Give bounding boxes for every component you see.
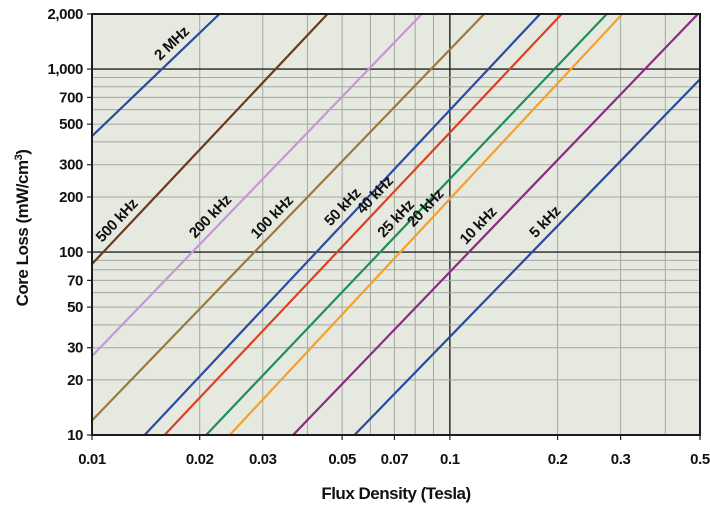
y-tick-label: 1,000 — [47, 61, 83, 78]
x-tick-label: 0.3 — [611, 451, 631, 468]
y-axis-title-text: Core Loss (mW/cm — [13, 160, 32, 306]
series-line-200-khz — [91, 13, 423, 357]
series-line-40-khz — [163, 13, 563, 436]
plot-frame — [91, 13, 701, 436]
x-tick-label: 0.1 — [440, 451, 460, 468]
y-tick-label: 2,000 — [47, 6, 83, 23]
y-tick-label: 20 — [67, 372, 83, 389]
y-tick-label: 50 — [67, 299, 83, 316]
series-line-100-khz — [91, 13, 485, 422]
x-tick-label: 0.2 — [548, 451, 568, 468]
y-axis-title-superscript: 3 — [13, 154, 25, 160]
x-tick-label: 0.5 — [690, 451, 710, 468]
series-line-25-khz — [205, 13, 608, 436]
x-tick-label: 0.02 — [186, 451, 214, 468]
y-axis-title-close: ) — [13, 150, 32, 155]
plot-area — [92, 14, 700, 435]
series-line-2-mhz — [91, 13, 221, 137]
x-tick-label: 0.07 — [381, 451, 409, 468]
series-line-500-khz — [91, 13, 329, 265]
series-lines — [91, 13, 701, 436]
y-tick-label: 300 — [59, 157, 83, 174]
x-tick-label: 0.03 — [249, 451, 277, 468]
x-tick-label: 0.01 — [78, 451, 106, 468]
series-line-20-khz — [228, 13, 624, 436]
y-tick-label: 700 — [59, 89, 83, 106]
y-tick-label: 30 — [67, 340, 83, 357]
x-tick-labels: 0.01 0.02 0.03 0.05 0.07 0.1 0.2 0.3 0.5 — [78, 435, 710, 468]
y-tick-labels: 10 20 30 50 70 100 200 300 500 700 1,000 2,000 — [47, 6, 92, 444]
x-tick-label: 0.05 — [328, 451, 356, 468]
y-axis-title: Core Loss (mW/cm3) — [13, 150, 32, 307]
y-tick-label: 500 — [59, 116, 83, 133]
y-tick-label: 100 — [59, 244, 83, 261]
series-line-50-khz — [143, 13, 541, 436]
y-tick-label: 200 — [59, 189, 83, 206]
y-tick-label: 70 — [67, 272, 83, 289]
series-line-10-khz — [292, 13, 699, 436]
series-line-5-khz — [353, 78, 701, 436]
y-tick-label: 10 — [67, 427, 83, 444]
x-axis-title: Flux Density (Tesla) — [321, 484, 470, 503]
